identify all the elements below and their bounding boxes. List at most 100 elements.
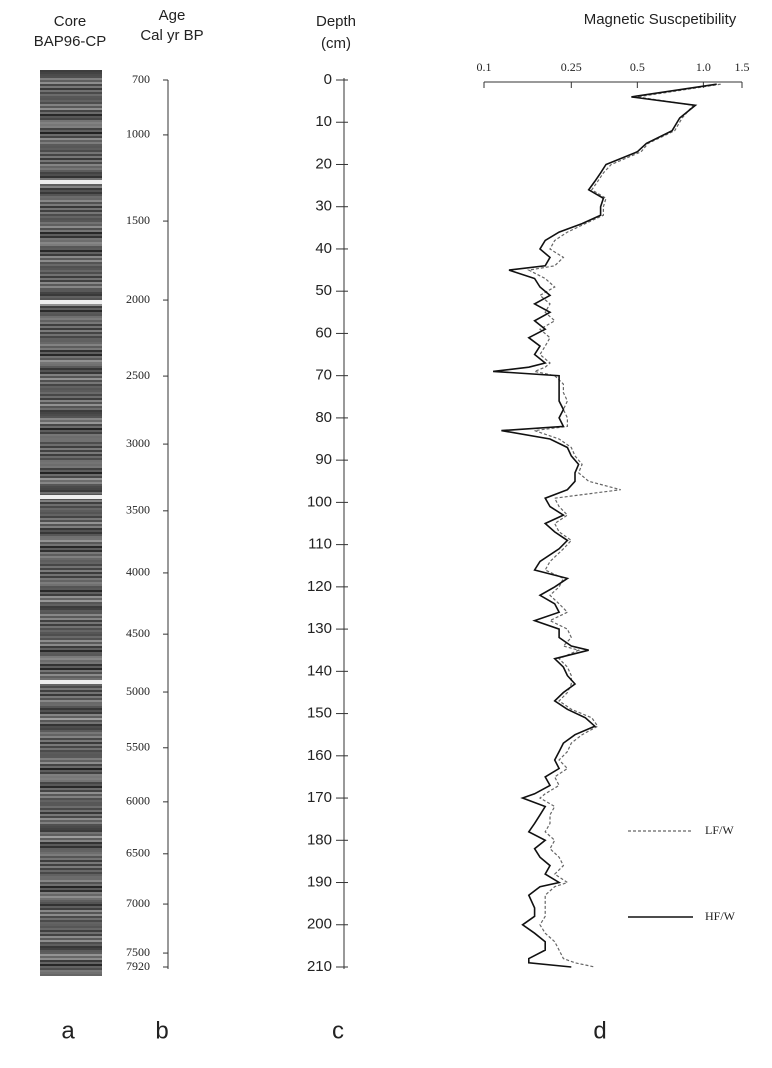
core-layer [40, 392, 102, 394]
core-layer [40, 504, 102, 506]
core-layer [40, 204, 102, 206]
core-layer [40, 740, 102, 742]
core-layer [40, 948, 102, 950]
core-layer [40, 974, 102, 976]
core-layer [40, 804, 102, 806]
core-layer [40, 370, 102, 372]
core-layer [40, 702, 102, 704]
core-layer [40, 922, 102, 924]
core-layer [40, 342, 102, 344]
core-layer [40, 842, 102, 844]
core-layer [40, 120, 102, 122]
core-layer [40, 408, 102, 410]
core-layer [40, 652, 102, 654]
core-layer [40, 628, 102, 630]
core-layer [40, 716, 102, 718]
core-layer [40, 366, 102, 368]
core-layer [40, 152, 102, 154]
core-layer [40, 798, 102, 800]
core-layer [40, 158, 102, 160]
depth-tick-label: 140 [307, 662, 332, 679]
core-layer [40, 306, 102, 308]
core-layer [40, 722, 102, 724]
series-line [493, 83, 717, 968]
core-layer [40, 864, 102, 866]
core-layer [40, 90, 102, 92]
age-tick-label: 3500 [126, 503, 150, 517]
core-layer [40, 912, 102, 914]
core-layer [40, 662, 102, 664]
core-layer [40, 956, 102, 958]
depth-tick-label: 150 [307, 705, 332, 722]
core-layer [40, 336, 102, 338]
core-layer [40, 330, 102, 332]
core-layer [40, 284, 102, 286]
core-layer [40, 760, 102, 762]
core-layer [40, 142, 102, 144]
core-layer [40, 580, 102, 582]
core-layer [40, 692, 102, 694]
core-layer [40, 512, 102, 514]
core-layer [40, 574, 102, 576]
core-layer [40, 752, 102, 754]
age-tick-label: 5500 [126, 740, 150, 754]
core-layer [40, 170, 102, 172]
core-layer [40, 954, 102, 956]
core-layer [40, 570, 102, 572]
core-layer [40, 492, 102, 494]
core-layer [40, 390, 102, 392]
core-layer [40, 404, 102, 406]
core-layer [40, 252, 102, 254]
core-layer [40, 606, 102, 608]
core-layer [40, 292, 102, 294]
core-layer [40, 110, 102, 112]
core-layer [40, 398, 102, 400]
depth-tick-label: 190 [307, 873, 332, 890]
depth-title: (cm) [321, 35, 351, 52]
core-layer [40, 466, 102, 468]
core-layer [40, 418, 102, 420]
core-layer [40, 620, 102, 622]
core-layer [40, 154, 102, 156]
core-layer [40, 700, 102, 702]
core-layer [40, 98, 102, 100]
core-layer [40, 556, 102, 558]
core-layer [40, 900, 102, 902]
core-layer [40, 446, 102, 448]
core-layer [40, 812, 102, 814]
core-layer [40, 698, 102, 700]
core-layer [40, 902, 102, 904]
depth-tick-label: 180 [307, 831, 332, 848]
core-layer [40, 368, 102, 370]
depth-tick-label: 70 [315, 367, 332, 384]
core-layer [40, 876, 102, 878]
core-layer [40, 918, 102, 920]
core-layer [40, 242, 102, 244]
core-layer [40, 430, 102, 432]
core-layer [40, 718, 102, 720]
core-layer [40, 708, 102, 710]
core-layer [40, 608, 102, 610]
core-layer [40, 304, 102, 306]
core-layer [40, 124, 102, 126]
core-layer [40, 548, 102, 550]
core-layer [40, 796, 102, 798]
core-layer [40, 962, 102, 964]
core-layer [40, 240, 102, 242]
core-gap [40, 495, 102, 499]
core-layer [40, 92, 102, 94]
core-layer [40, 174, 102, 176]
core-layer [40, 528, 102, 530]
core-layer [40, 510, 102, 512]
core-layer [40, 196, 102, 198]
core-layer [40, 830, 102, 832]
core-layer [40, 128, 102, 130]
depth-tick-label: 20 [315, 155, 332, 172]
core-layer [40, 138, 102, 140]
core-layer [40, 810, 102, 812]
core-layer [40, 618, 102, 620]
core-layer [40, 388, 102, 390]
core-layer [40, 666, 102, 668]
depth-tick-label: 10 [315, 113, 332, 130]
